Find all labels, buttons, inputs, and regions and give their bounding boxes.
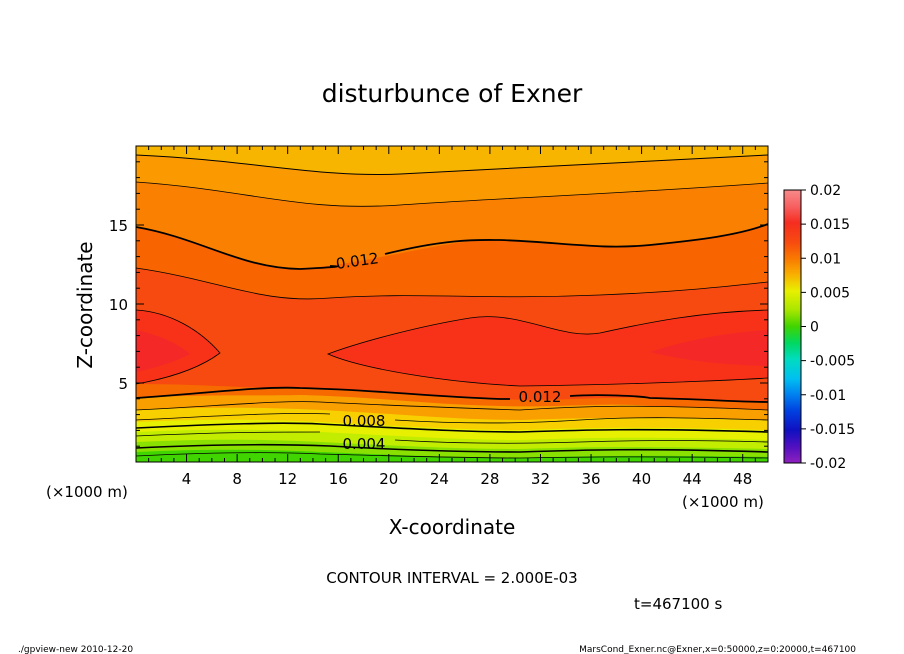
contour-label-0.008: 0.008 <box>343 412 386 430</box>
y-axis-title: Z-coordinate <box>73 241 97 368</box>
footer-right: MarsCond_Exner.nc@Exner,x=0:50000,z=0:20… <box>579 645 856 654</box>
contour-line-0.010-lower <box>135 401 769 411</box>
colorbar-tick-label: -0.015 <box>810 422 855 438</box>
contour-line-0.006 <box>135 422 769 433</box>
contour-label-upper: 0.012 <box>335 249 380 273</box>
core-right-peak <box>650 330 768 366</box>
contour-line-0.010 <box>135 267 769 300</box>
colorbar-tick-label: 0.015 <box>810 217 850 233</box>
contour-label-lower: 0.012 <box>519 388 562 406</box>
contour-line-0.012-left <box>135 309 221 385</box>
y-tick-label: 15 <box>109 217 128 235</box>
x-tick-label: 4 <box>182 470 192 488</box>
x-tick-label: 40 <box>632 470 651 488</box>
contour-labels: 0.012 0.012 0.008 0.004 <box>335 249 562 453</box>
contour-line-0.005 <box>135 431 769 444</box>
x-tick-label: 28 <box>480 470 499 488</box>
y-tick-label: 5 <box>118 375 128 393</box>
x-axis-title: X-coordinate <box>389 515 516 539</box>
colorbar-tick-label: 0.01 <box>810 251 841 267</box>
x-tick-label: 36 <box>581 470 600 488</box>
x-tick-label: 24 <box>430 470 449 488</box>
time-text: t=467100 s <box>634 595 722 613</box>
colorbar-tick-label: -0.01 <box>810 388 846 404</box>
contour-line-0.002 <box>135 443 769 453</box>
colorbar <box>783 189 802 464</box>
x-axis-ticks: 4 8 12 16 20 24 28 32 36 40 44 48 <box>148 146 756 488</box>
x-tick-label: 44 <box>683 470 702 488</box>
x-unit-right: (×1000 m) <box>682 493 764 511</box>
colorbar-tick-label: -0.02 <box>810 456 846 472</box>
x-tick-label: 32 <box>531 470 550 488</box>
y-axis-ticks: 5 10 15 <box>109 161 768 447</box>
contour-interval-text: CONTOUR INTERVAL = 2.000E-03 <box>326 569 577 587</box>
colorbar-ticks: 0.02 0.015 0.01 0.005 0 -0.005 -0.01 -0.015 -0.0… <box>801 183 855 472</box>
contour-label-0.004: 0.004 <box>343 435 386 453</box>
contour-line-0.008 <box>135 413 769 424</box>
contour-line-0.012-right <box>326 309 769 387</box>
y-tick-label: 10 <box>109 296 128 314</box>
x-tick-label: 48 <box>733 470 752 488</box>
colorbar-tick-label: -0.005 <box>810 354 855 370</box>
contour-line-0.016 <box>135 154 769 176</box>
contour-line-0.012-upper <box>135 223 769 270</box>
x-tick-label: 12 <box>278 470 297 488</box>
band-0.012-core-right <box>328 310 768 386</box>
footer-left: ./gpview-new 2010-12-20 <box>18 645 133 654</box>
contour-line-0.014 <box>135 181 769 207</box>
x-unit-left: (×1000 m) <box>46 483 128 501</box>
colorbar-tick-label: 0.005 <box>810 285 850 301</box>
x-tick-label: 16 <box>329 470 348 488</box>
colorbar-tick-label: 0 <box>810 320 819 336</box>
contour-lines <box>135 154 769 459</box>
colorbar-tick-label: 0.02 <box>810 183 841 199</box>
chart-title: disturbunce of Exner <box>322 79 583 108</box>
x-tick-label: 8 <box>232 470 242 488</box>
contour-line-0.001 <box>135 452 769 459</box>
core-left-peak <box>136 330 190 372</box>
x-tick-label: 20 <box>379 470 398 488</box>
contour-line-0.012-lower <box>135 386 769 403</box>
contour-fills <box>136 146 768 462</box>
